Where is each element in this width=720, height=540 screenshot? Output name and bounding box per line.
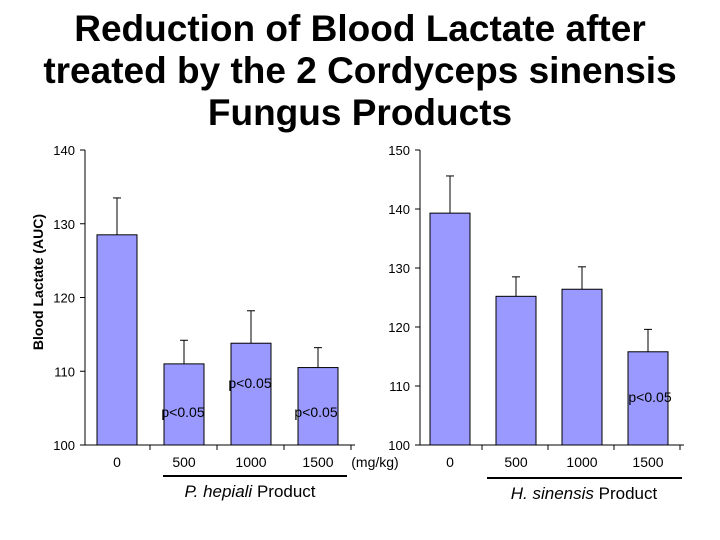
significance-label-right-1500: p<0.05 xyxy=(628,389,671,405)
x-tick-label-right: 1000 xyxy=(566,454,597,470)
x-tick-label-left: 500 xyxy=(172,454,196,470)
y-tick-label-right: 100 xyxy=(388,438,410,453)
y-tick-label-left: 130 xyxy=(53,217,75,232)
bar-right-1000 xyxy=(561,288,603,446)
x-unit-label: (mg/kg) xyxy=(351,454,398,470)
y-tick-label-left: 100 xyxy=(53,438,75,453)
y-tick-label-left: 110 xyxy=(54,364,75,379)
y-tick-label-right: 150 xyxy=(388,143,410,158)
bar-right-500 xyxy=(495,295,537,446)
bar-right-0 xyxy=(429,212,471,446)
chart-title: Reduction of Blood Lactate after treated… xyxy=(0,8,720,134)
y-tick-label-right: 140 xyxy=(388,202,410,217)
significance-label-500: p<0.05 xyxy=(161,404,204,420)
chart-left: Blood Lactate (AUC) 100 110 120 130 140 0 500 1… xyxy=(30,143,355,470)
bar-right-1500 xyxy=(627,351,669,446)
x-tick-label-right: 500 xyxy=(504,454,528,470)
y-tick-label-left: 120 xyxy=(53,291,75,306)
y-tick-label-right: 120 xyxy=(388,320,410,335)
product-label-left-normal: Product xyxy=(252,482,316,501)
bar-left-1000 xyxy=(230,342,272,446)
x-tick-label-left: 0 xyxy=(113,454,121,470)
y-tick-label-left: 140 xyxy=(53,143,75,158)
x-tick-label-left: 1500 xyxy=(302,454,333,470)
bar-left-500 xyxy=(163,363,205,446)
y-axis-label: Blood Lactate (AUC) xyxy=(30,214,46,350)
y-tick-label-right: 130 xyxy=(388,261,410,276)
product-label-left-italic: P. hepiali xyxy=(184,482,253,501)
x-tick-label-left: 1000 xyxy=(235,454,266,470)
title-line-3: Fungus Products xyxy=(207,92,513,133)
significance-label-1500: p<0.05 xyxy=(294,404,337,420)
product-label-right-italic: H. sinensis xyxy=(511,484,595,503)
y-tick-label-right: 110 xyxy=(389,379,410,394)
product-label-right: H. sinensis Product xyxy=(511,484,658,503)
title-line-2: treated by the 2 Cordyceps sinensis xyxy=(43,50,677,91)
x-tick-label-right: 0 xyxy=(446,454,454,470)
product-label-right-normal: Product xyxy=(594,484,658,503)
bar-left-0 xyxy=(96,234,138,446)
title-line-1: Reduction of Blood Lactate after xyxy=(74,8,646,49)
significance-label-500-1000: p<0.05 xyxy=(228,375,271,391)
x-tick-label-right: 1500 xyxy=(632,454,663,470)
product-label-left: P. hepiali Product xyxy=(184,482,315,501)
bar-left-1500 xyxy=(297,367,339,446)
